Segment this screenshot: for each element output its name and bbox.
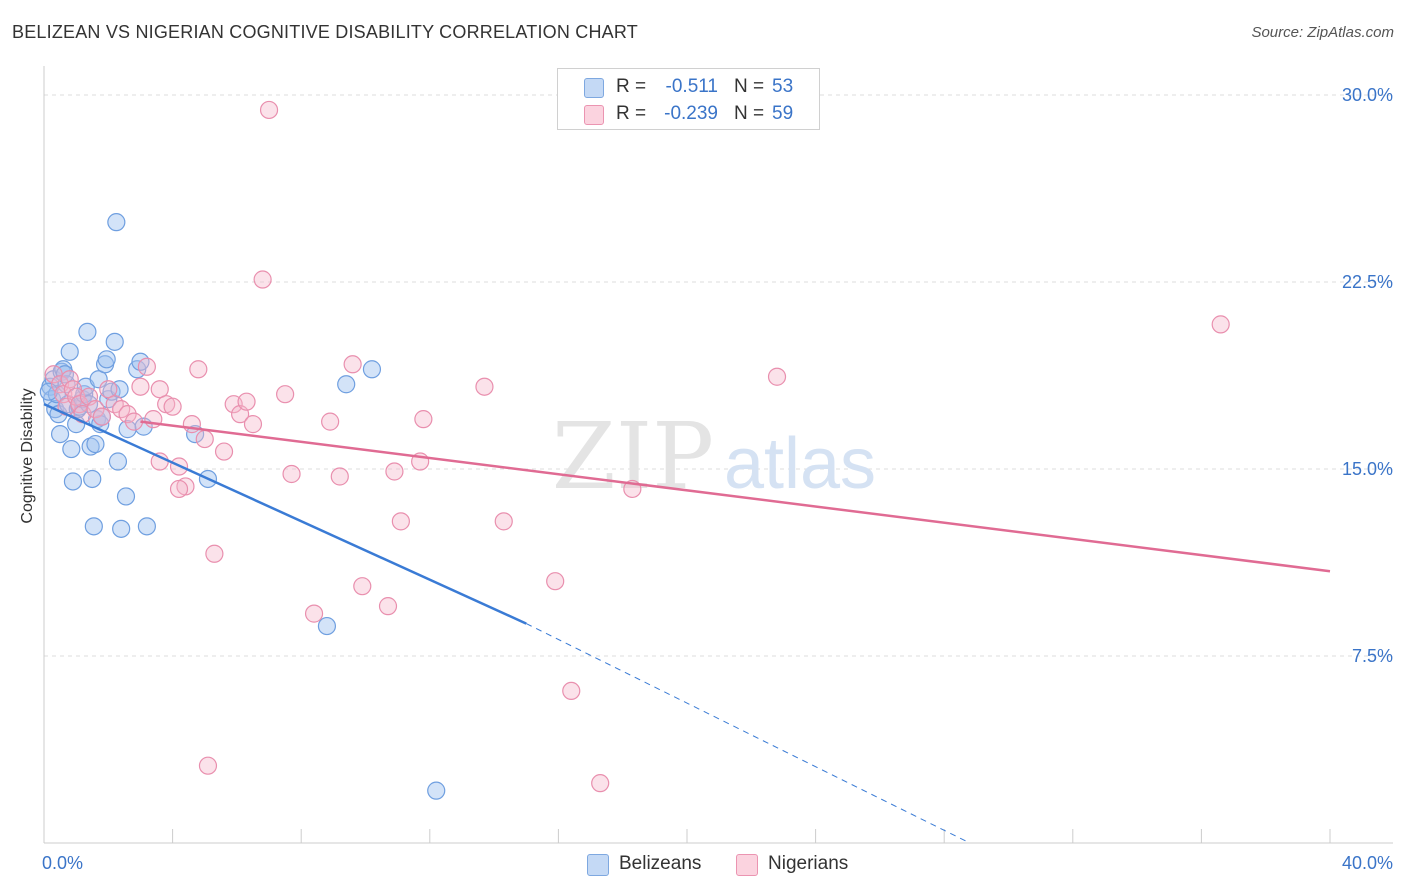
source-label: Source: ZipAtlas.com <box>1251 24 1394 41</box>
point-nigerians <box>137 357 156 376</box>
point-nigerians <box>99 380 118 399</box>
point-nigerians <box>494 512 513 531</box>
bottom-legend-swatch-belizeans <box>587 854 609 876</box>
point-nigerians <box>562 681 581 701</box>
point-nigerians <box>214 442 234 461</box>
point-nigerians <box>276 385 295 404</box>
point-nigerians <box>321 412 340 431</box>
point-nigerians <box>385 462 404 481</box>
point-belizeans <box>97 350 116 369</box>
y-tick-label: 30.0% <box>1342 85 1393 105</box>
point-belizeans <box>78 322 97 341</box>
point-belizeans <box>137 517 156 536</box>
point-nigerians <box>330 467 349 486</box>
legend-swatch-belizeans <box>584 78 604 98</box>
point-nigerians <box>86 400 105 419</box>
point-nigerians <box>189 360 208 379</box>
trend-line-nigerians <box>140 420 1331 573</box>
bottom-legend-label: Belizeans <box>619 853 702 874</box>
point-belizeans <box>60 342 79 361</box>
legend-r-value: -0.239 <box>664 103 718 124</box>
y-tick-label: 22.5% <box>1342 272 1393 292</box>
legend-n-label: N = <box>734 103 765 124</box>
point-belizeans <box>427 781 446 800</box>
chart-title: BELIZEAN VS NIGERIAN COGNITIVE DISABILIT… <box>12 22 638 42</box>
point-belizeans <box>89 370 108 389</box>
point-nigerians <box>591 774 610 793</box>
point-belizeans <box>62 439 81 459</box>
y-axis-label: Cognitive Disability <box>19 388 36 524</box>
point-nigerians <box>198 756 218 775</box>
point-nigerians <box>253 270 272 289</box>
point-nigerians <box>60 370 79 389</box>
watermark-zip: ZIP <box>552 403 714 510</box>
trend-line-belizeans <box>43 403 527 625</box>
point-belizeans <box>83 469 102 489</box>
point-nigerians <box>205 544 224 563</box>
x-tick-label: 0.0% <box>42 853 83 873</box>
point-nigerians <box>475 377 494 396</box>
y-tick-label: 15.0% <box>1342 459 1393 479</box>
point-nigerians <box>131 377 150 396</box>
point-nigerians <box>237 392 256 411</box>
point-nigerians <box>378 597 398 616</box>
point-nigerians <box>414 410 433 429</box>
point-nigerians <box>92 407 111 426</box>
point-nigerians <box>282 464 301 484</box>
point-nigerians <box>124 412 144 431</box>
point-nigerians <box>169 479 189 499</box>
point-belizeans <box>105 332 124 351</box>
point-belizeans <box>317 616 337 636</box>
point-belizeans <box>81 437 100 456</box>
legend-r-label: R = <box>616 76 647 97</box>
point-belizeans <box>337 375 356 394</box>
point-nigerians <box>767 367 787 386</box>
stats-legend: R = -0.511 N = 53 R = -0.239 N = 59 <box>557 68 820 130</box>
point-belizeans <box>362 360 382 379</box>
legend-n-value: 53 <box>772 76 794 97</box>
legend-n-label: N = <box>734 76 765 97</box>
point-belizeans <box>63 472 83 491</box>
point-nigerians <box>304 604 324 623</box>
point-nigerians <box>343 355 362 374</box>
point-belizeans <box>84 517 103 536</box>
point-nigerians <box>150 380 169 399</box>
point-nigerians <box>243 415 263 434</box>
watermark-atlas: atlas <box>724 424 876 504</box>
bottom-legend-label: Nigerians <box>768 853 849 874</box>
legend-n-value: 59 <box>772 103 794 124</box>
legend-r-value: -0.511 <box>665 76 718 97</box>
point-belizeans <box>50 424 70 444</box>
point-nigerians <box>195 429 214 449</box>
point-nigerians <box>163 397 182 416</box>
bottom-legend-swatch-nigerians <box>736 854 758 876</box>
legend-r-label: R = <box>616 103 647 124</box>
x-tick-label: 40.0% <box>1342 853 1393 873</box>
point-nigerians <box>546 572 565 591</box>
trend-line-extension-belizeans <box>526 623 971 844</box>
point-nigerians <box>118 405 137 424</box>
point-belizeans <box>112 519 131 538</box>
point-nigerians <box>1211 315 1230 334</box>
y-tick-label: 7.5% <box>1352 646 1393 666</box>
point-belizeans <box>116 487 136 506</box>
point-nigerians <box>353 577 372 596</box>
point-belizeans <box>86 434 105 454</box>
point-belizeans <box>108 452 128 471</box>
point-nigerians <box>259 100 279 120</box>
point-belizeans <box>107 213 126 232</box>
legend-swatch-nigerians <box>584 105 604 125</box>
point-nigerians <box>391 512 410 531</box>
